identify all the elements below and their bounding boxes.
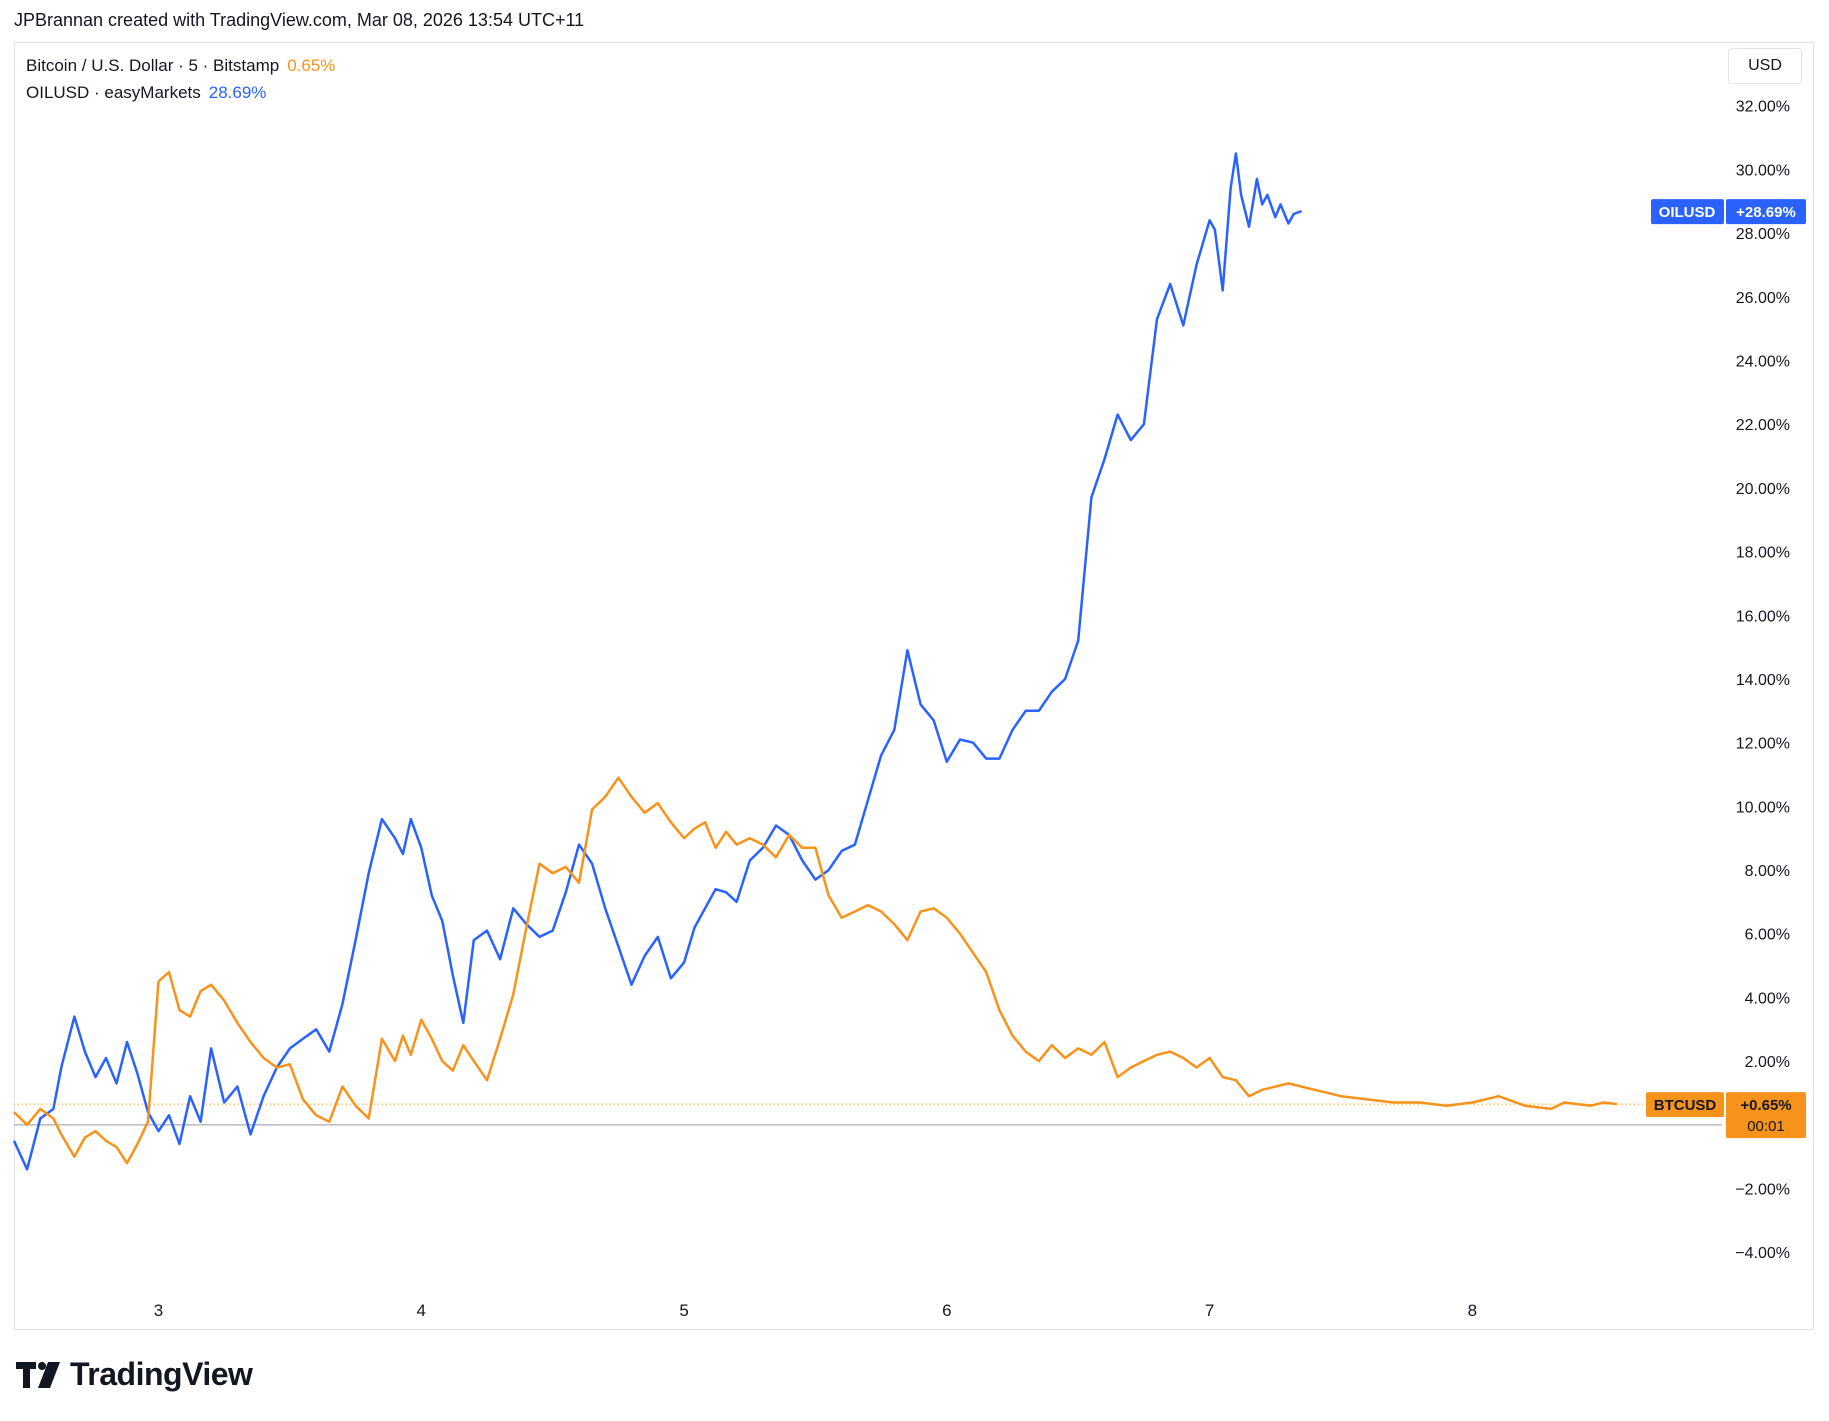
- x-tick-label: 6: [942, 1301, 951, 1320]
- y-tick-label: 10.00%: [1736, 799, 1790, 816]
- y-tick-label: 12.00%: [1736, 736, 1790, 753]
- y-tick-label: 32.00%: [1736, 99, 1790, 116]
- y-tick-label: 14.00%: [1736, 672, 1790, 689]
- attribution-text: JPBrannan created with TradingView.com, …: [14, 10, 585, 30]
- chart-frame: [14, 42, 1814, 1330]
- oil-symbol-label: OILUSD: [1659, 204, 1716, 221]
- legend-oil-name: OILUSD · easyMarkets: [26, 83, 201, 102]
- legend-btc-name: Bitcoin / U.S. Dollar · 5 · Bitstamp: [26, 56, 280, 75]
- y-tick-label: 8.00%: [1745, 863, 1790, 880]
- oil-series-line: [12, 152, 1303, 1171]
- y-tick-label: 6.00%: [1745, 927, 1790, 944]
- x-tick-label: 8: [1468, 1301, 1477, 1320]
- oil-symbol-tag: [1651, 199, 1724, 225]
- oil-price-tag: [1726, 199, 1806, 225]
- legend-row-oil[interactable]: OILUSD · easyMarkets 28.69%: [26, 79, 335, 106]
- y-tick-label: 20.00%: [1736, 481, 1790, 498]
- chart-legend: Bitcoin / U.S. Dollar · 5 · Bitstamp 0.65…: [26, 52, 335, 106]
- y-tick-label: 30.00%: [1736, 162, 1790, 179]
- y-tick-label: 28.00%: [1736, 226, 1790, 243]
- y-tick-label: −2.00%: [1735, 1182, 1790, 1199]
- btc-symbol-tag: [1646, 1092, 1724, 1118]
- legend-row-btc[interactable]: Bitcoin / U.S. Dollar · 5 · Bitstamp 0.65…: [26, 52, 335, 79]
- y-tick-label: 18.00%: [1736, 545, 1790, 562]
- y-tick-label: −4.00%: [1735, 1245, 1790, 1262]
- btc-price-label: +0.65%: [1740, 1097, 1791, 1114]
- y-tick-label: 16.00%: [1736, 608, 1790, 625]
- tradingview-logo-text: TradingView: [70, 1356, 253, 1392]
- btc-price-tag: [1726, 1092, 1806, 1139]
- currency-button[interactable]: USD: [1728, 48, 1802, 84]
- y-tick-label: 26.00%: [1736, 290, 1790, 307]
- y-tick-label: 24.00%: [1736, 353, 1790, 370]
- y-tick-label: 4.00%: [1745, 990, 1790, 1007]
- btc-symbol-label: BTCUSD: [1654, 1097, 1717, 1114]
- x-tick-label: 4: [417, 1301, 426, 1320]
- x-tick-label: 5: [679, 1301, 688, 1320]
- y-tick-label: 22.00%: [1736, 417, 1790, 434]
- tradingview-logo-icon: [16, 1361, 60, 1388]
- y-tick-label: 2.00%: [1745, 1054, 1790, 1071]
- x-tick-label: 3: [154, 1301, 163, 1320]
- oil-price-label: +28.69%: [1736, 204, 1796, 221]
- tradingview-logo[interactable]: TradingView: [16, 1356, 253, 1393]
- x-tick-label: 7: [1205, 1301, 1214, 1320]
- legend-btc-value: 0.65%: [287, 56, 336, 75]
- legend-oil-value: 28.69%: [208, 83, 267, 102]
- btc-countdown-label: 00:01: [1747, 1118, 1785, 1135]
- btc-series-line: [13, 776, 1618, 1165]
